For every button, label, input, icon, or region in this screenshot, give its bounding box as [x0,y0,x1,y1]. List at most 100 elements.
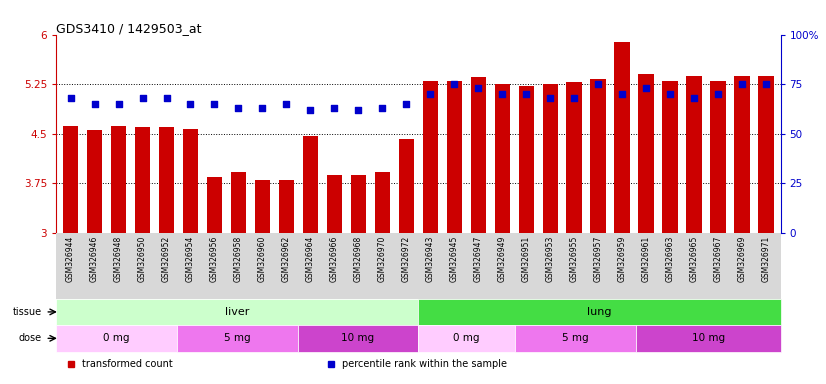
Text: GSM326966: GSM326966 [330,236,339,282]
Bar [230,172,246,233]
Bar [447,81,462,233]
Point [520,91,533,97]
Text: GSM326945: GSM326945 [450,236,459,282]
Bar [515,325,636,351]
Point [615,91,629,97]
Point [64,95,77,101]
Text: 10 mg: 10 mg [341,333,374,343]
Text: GSM326951: GSM326951 [522,236,531,282]
Text: GSM326944: GSM326944 [66,236,75,282]
Point [472,85,485,91]
Bar [615,43,630,233]
Point [736,81,749,87]
Bar [419,325,515,351]
Text: GSM326958: GSM326958 [234,236,243,282]
Bar [63,126,78,233]
Point [160,95,173,101]
Text: 10 mg: 10 mg [691,333,724,343]
Point [184,101,197,107]
Point [711,91,724,97]
Text: GSM326963: GSM326963 [666,236,675,282]
Point [663,91,676,97]
Point [591,81,605,87]
Bar [87,130,102,233]
Text: GSM326943: GSM326943 [426,236,434,282]
Point [376,105,389,111]
Text: GSM326965: GSM326965 [690,236,699,282]
Bar [399,139,414,233]
Point [567,95,581,101]
Text: GSM326968: GSM326968 [354,236,363,282]
Text: GDS3410 / 1429503_at: GDS3410 / 1429503_at [56,22,202,35]
Bar [206,177,222,233]
Bar [543,84,558,233]
Bar [638,74,654,233]
Text: GSM326967: GSM326967 [714,236,723,282]
Bar [686,76,702,233]
Point [400,101,413,107]
Text: GSM326946: GSM326946 [90,236,99,282]
Text: percentile rank within the sample: percentile rank within the sample [342,359,507,369]
Point [352,107,365,113]
Point [208,101,221,107]
Point [639,85,653,91]
Text: GSM326950: GSM326950 [138,236,147,282]
Bar [278,180,294,233]
Point [232,105,245,111]
Point [304,107,317,113]
Text: GSM326972: GSM326972 [402,236,411,282]
Point [136,95,150,101]
Point [448,81,461,87]
Text: 5 mg: 5 mg [562,333,589,343]
Text: 0 mg: 0 mg [453,333,480,343]
Bar [350,175,366,233]
Text: GSM326969: GSM326969 [738,236,747,282]
Point [328,105,341,111]
Text: GSM326954: GSM326954 [186,236,195,282]
Text: tissue: tissue [12,307,41,317]
Text: GSM326952: GSM326952 [162,236,171,282]
Bar [302,136,318,233]
Bar [56,299,419,325]
Text: GSM326971: GSM326971 [762,236,771,282]
Bar [734,76,750,233]
Text: GSM326959: GSM326959 [618,236,627,282]
Point [687,95,700,101]
Bar [254,180,270,233]
Point [496,91,509,97]
Text: GSM326956: GSM326956 [210,236,219,282]
Bar [177,325,297,351]
Text: GSM326957: GSM326957 [594,236,603,282]
Bar [183,129,198,233]
Text: liver: liver [225,307,249,317]
Bar [159,127,174,233]
Text: GSM326962: GSM326962 [282,236,291,282]
Point [544,95,557,101]
Text: GSM326964: GSM326964 [306,236,315,282]
Point [88,101,101,107]
Bar [636,325,781,351]
Text: GSM326947: GSM326947 [474,236,483,282]
Text: GSM326953: GSM326953 [546,236,555,282]
Text: GSM326949: GSM326949 [498,236,507,282]
Bar [519,86,534,233]
Bar [375,172,390,233]
Bar [111,126,126,233]
Text: GSM326970: GSM326970 [377,236,387,282]
Text: transformed count: transformed count [82,359,173,369]
Bar [495,84,510,233]
Bar [423,81,438,233]
Text: 0 mg: 0 mg [103,333,130,343]
Text: GSM326948: GSM326948 [114,236,123,282]
Text: GSM326955: GSM326955 [570,236,579,282]
Bar [710,81,726,233]
Bar [471,78,487,233]
Bar [135,127,150,233]
Text: dose: dose [18,333,41,343]
Bar [56,325,177,351]
Bar [567,82,582,233]
Point [760,81,773,87]
Bar [758,76,774,233]
Text: lung: lung [587,307,612,317]
Point [280,101,293,107]
